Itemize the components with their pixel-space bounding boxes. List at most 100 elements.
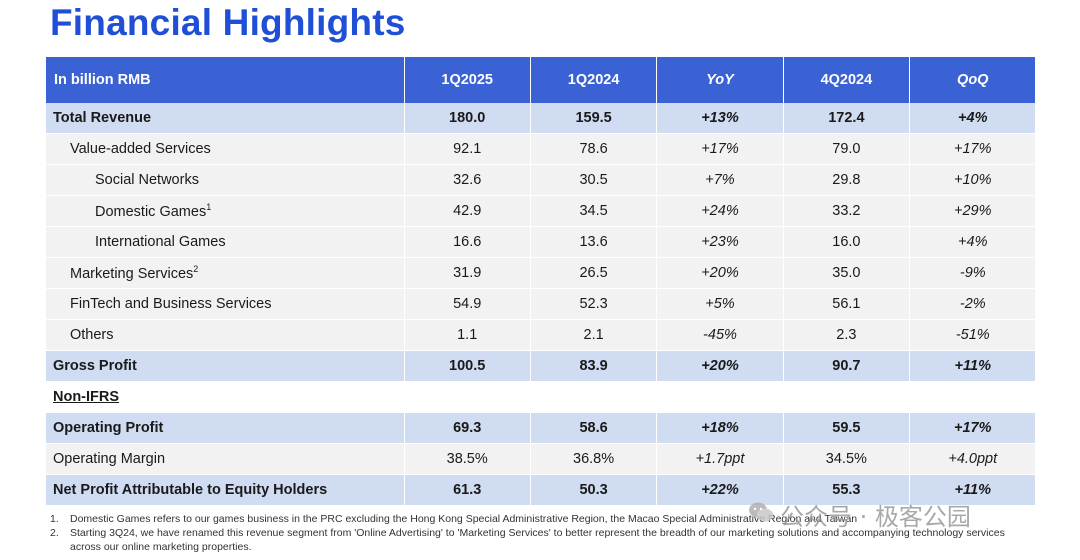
cell-value: 2.3 — [783, 319, 911, 351]
footnote-text: Starting 3Q24, we have renamed this reve… — [70, 527, 1005, 553]
footnote-marker: 1 — [206, 202, 212, 212]
cell-value: 180.0 — [404, 103, 531, 134]
cell-value: 59.5 — [783, 412, 911, 444]
cell-value: -9% — [909, 257, 1037, 289]
cell-value: 58.6 — [530, 412, 658, 444]
cell-value: 50.3 — [530, 474, 658, 506]
cell-value: 34.5 — [530, 195, 658, 227]
cell-value: 83.9 — [530, 350, 658, 382]
cell-value: +24% — [656, 195, 784, 227]
row-label: Operating Margin — [46, 443, 405, 475]
cell-value: -2% — [909, 288, 1037, 320]
row-label: Others — [46, 319, 405, 351]
cell-value: 33.2 — [783, 195, 911, 227]
row-total-revenue: Total Revenue 180.0 159.5 +13% 172.4 +4% — [46, 103, 1037, 134]
cell-value: +13% — [656, 103, 784, 134]
header-unit-label: In billion RMB — [46, 57, 405, 103]
cell-value: 79.0 — [783, 133, 911, 165]
row-operating-margin: Operating Margin 38.5% 36.8% +1.7ppt 34.… — [46, 443, 1037, 475]
footnote: 1. Domestic Games refers to our games bu… — [50, 512, 1010, 526]
footnote: 2. Starting 3Q24, we have renamed this r… — [50, 526, 1010, 554]
watermark: 公众号 · 极客公园 — [748, 497, 971, 532]
cell-value: 30.5 — [530, 164, 658, 196]
cell-value: 69.3 — [404, 412, 531, 444]
row-net-profit: Net Profit Attributable to Equity Holder… — [46, 474, 1037, 506]
cell-value: 54.9 — [404, 288, 531, 320]
cell-value: +5% — [656, 288, 784, 320]
row-label: Operating Profit — [46, 412, 405, 444]
cell-value: +11% — [909, 350, 1037, 382]
cell-value: +23% — [656, 226, 784, 258]
row-label: International Games — [46, 226, 405, 258]
row-label: Value-added Services — [46, 133, 405, 165]
cell-value: +22% — [656, 474, 784, 506]
cell-value: +11% — [909, 474, 1037, 506]
row-gross-profit: Gross Profit 100.5 83.9 +20% 90.7 +11% — [46, 350, 1037, 382]
header-col-1q2025: 1Q2025 — [404, 57, 531, 103]
section-label: Non-IFRS — [53, 389, 120, 405]
row-value-added-services: Value-added Services 92.1 78.6 +17% 79.0… — [46, 133, 1037, 165]
cell-value: +1.7ppt — [656, 443, 784, 475]
table-header-row: In billion RMB 1Q2025 1Q2024 YoY 4Q2024 … — [46, 57, 1037, 103]
row-label: FinTech and Business Services — [46, 288, 405, 320]
row-label: Social Networks — [46, 164, 405, 196]
section-label-cell: Non-IFRS — [46, 381, 1037, 413]
cell-value: +17% — [909, 412, 1037, 444]
cell-value: -51% — [909, 319, 1037, 351]
cell-value: 29.8 — [783, 164, 911, 196]
row-label: Net Profit Attributable to Equity Holder… — [46, 474, 405, 506]
cell-value: 31.9 — [404, 257, 531, 289]
cell-value: 13.6 — [530, 226, 658, 258]
cell-value: 34.5% — [783, 443, 911, 475]
cell-value: 78.6 — [530, 133, 658, 165]
footnote-marker: 2 — [193, 264, 199, 274]
header-col-qoq: QoQ — [909, 57, 1037, 103]
wechat-icon — [748, 501, 774, 529]
row-label: Marketing Services — [70, 266, 194, 282]
cell-value: +17% — [909, 133, 1037, 165]
header-col-1q2024: 1Q2024 — [530, 57, 658, 103]
cell-value: 42.9 — [404, 195, 531, 227]
cell-value: +7% — [656, 164, 784, 196]
cell-value: +20% — [656, 257, 784, 289]
header-col-4q2024: 4Q2024 — [783, 57, 911, 103]
cell-value: 38.5% — [404, 443, 531, 475]
cell-value: 90.7 — [783, 350, 911, 382]
cell-value: 172.4 — [783, 103, 911, 134]
cell-value: +4% — [909, 103, 1037, 134]
footnote-number: 2. — [50, 527, 59, 539]
section-non-ifrs: Non-IFRS — [46, 381, 1037, 413]
cell-value: 55.3 — [783, 474, 911, 506]
page-title: Financial Highlights — [50, 2, 406, 43]
row-label-cell: Domestic Games1 — [46, 195, 405, 227]
cell-value: 2.1 — [530, 319, 658, 351]
row-fintech-business-services: FinTech and Business Services 54.9 52.3 … — [46, 288, 1037, 320]
cell-value: 92.1 — [404, 133, 531, 165]
cell-value: 100.5 — [404, 350, 531, 382]
cell-value: 61.3 — [404, 474, 531, 506]
cell-value: 159.5 — [530, 103, 658, 134]
row-others: Others 1.1 2.1 -45% 2.3 -51% — [46, 319, 1037, 351]
row-operating-profit: Operating Profit 69.3 58.6 +18% 59.5 +17… — [46, 412, 1037, 444]
cell-value: 16.0 — [783, 226, 911, 258]
cell-value: 35.0 — [783, 257, 911, 289]
cell-value: +29% — [909, 195, 1037, 227]
cell-value: 32.6 — [404, 164, 531, 196]
cell-value: 56.1 — [783, 288, 911, 320]
financial-table: In billion RMB 1Q2025 1Q2024 YoY 4Q2024 … — [46, 57, 1037, 506]
cell-value: 36.8% — [530, 443, 658, 475]
footnote-text: Domestic Games refers to our games busin… — [70, 513, 858, 525]
footnotes: 1. Domestic Games refers to our games bu… — [50, 512, 1010, 554]
cell-value: 1.1 — [404, 319, 531, 351]
footnote-number: 1. — [50, 513, 59, 525]
row-international-games: International Games 16.6 13.6 +23% 16.0 … — [46, 226, 1037, 258]
cell-value: 52.3 — [530, 288, 658, 320]
cell-value: +4% — [909, 226, 1037, 258]
cell-value: -45% — [656, 319, 784, 351]
watermark-text: 公众号 · 极客公园 — [780, 503, 971, 531]
cell-value: +20% — [656, 350, 784, 382]
cell-value: 26.5 — [530, 257, 658, 289]
cell-value: +18% — [656, 412, 784, 444]
cell-value: 16.6 — [404, 226, 531, 258]
row-label: Domestic Games — [95, 204, 207, 220]
